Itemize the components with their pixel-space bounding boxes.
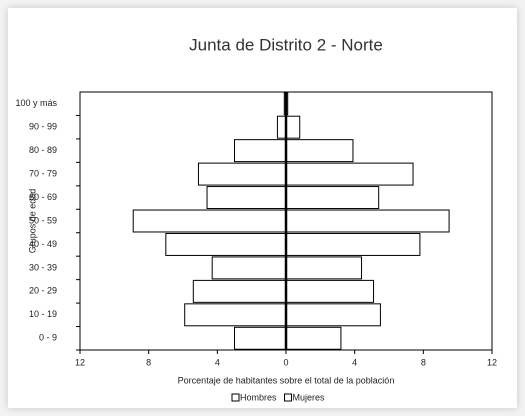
bar — [285, 303, 381, 327]
y-tick-label: 0 - 9 — [39, 333, 57, 343]
bar — [285, 139, 354, 163]
y-tick-label: 20 - 29 — [29, 286, 57, 296]
y-tick-label: 10 - 19 — [29, 309, 57, 319]
bar — [165, 232, 287, 256]
y-tick-label: 70 - 79 — [29, 168, 57, 178]
x-tick-label: 12 — [487, 357, 497, 367]
y-tick-label: 60 - 69 — [29, 192, 57, 202]
bar — [285, 115, 301, 139]
bar — [285, 162, 414, 186]
bar — [285, 186, 380, 210]
x-tick-label: 0 — [283, 357, 288, 367]
y-tick-label: 80 - 89 — [29, 145, 57, 155]
x-tick-label: 8 — [146, 357, 151, 367]
legend-label: Hombres — [240, 392, 277, 402]
x-tick-label: 4 — [215, 357, 220, 367]
bar — [234, 326, 287, 350]
y-tick-label: 90 - 99 — [29, 122, 57, 132]
bar — [192, 279, 287, 303]
bar — [285, 209, 450, 233]
x-tick-label: 8 — [421, 357, 426, 367]
bar — [197, 162, 287, 186]
y-axis-title: Grupos de edad — [27, 189, 37, 254]
bar — [184, 303, 287, 327]
bar — [285, 279, 375, 303]
bar — [206, 186, 287, 210]
x-tick-label: 12 — [75, 357, 85, 367]
y-tick-label: 40 - 49 — [29, 239, 57, 249]
bar — [234, 139, 287, 163]
y-tick-label: 30 - 39 — [29, 262, 57, 272]
x-axis-title: Porcentaje de habitantes sobre el total … — [178, 375, 395, 385]
y-tick-label: 50 - 59 — [29, 215, 57, 225]
legend-label: Mujeres — [293, 392, 326, 402]
y-tick-label: 100 y más — [15, 98, 57, 108]
bar — [285, 326, 342, 350]
bar — [285, 256, 363, 280]
bar — [276, 115, 287, 139]
x-tick-label: 4 — [352, 357, 357, 367]
legend-swatch — [231, 393, 240, 402]
bar — [285, 232, 421, 256]
bar — [132, 209, 287, 233]
bar — [211, 256, 287, 280]
legend-swatch — [284, 393, 293, 402]
chart-title: Junta de Distrito 2 - Norte — [189, 35, 383, 54]
